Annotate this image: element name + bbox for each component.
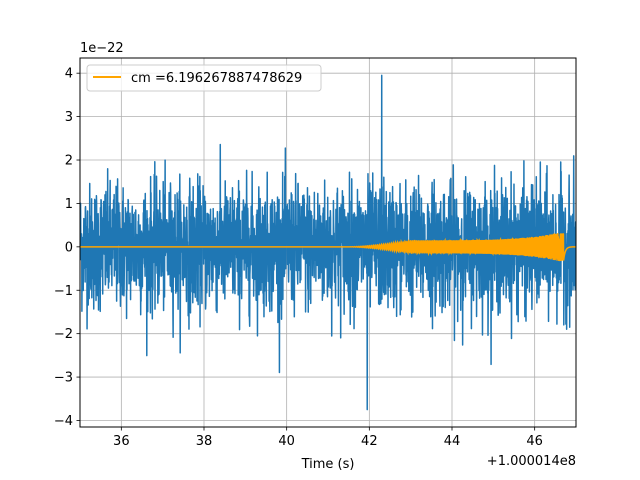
series-chirp-line: [80, 233, 576, 262]
axis-ticks: 36 38 40 42 44 46 −4 −3 −2 −1 0 1 2 3 4: [54, 67, 543, 449]
y-tick-label: 1: [65, 197, 73, 212]
x-tick-label: 44: [444, 434, 461, 449]
x-tick-label: 40: [278, 434, 295, 449]
y-tick-label: 0: [65, 240, 73, 255]
x-axis-label: Time (s): [301, 457, 355, 472]
x-tick-label: 36: [113, 434, 130, 449]
legend-box: [86, 64, 322, 92]
y-tick-label: 3: [65, 110, 73, 125]
plot-frame: [79, 57, 577, 428]
legend: cm =6.196267887478629: [86, 64, 322, 92]
y-tick-label: −3: [54, 371, 73, 386]
y-tick-label: −1: [54, 284, 73, 299]
x-tick-label: 38: [196, 434, 213, 449]
legend-label: cm =6.196267887478629: [131, 71, 302, 86]
x-offset-label: +1.000014e8: [487, 454, 576, 469]
y-scale-label: 1e−22: [80, 41, 124, 56]
series-layer: [80, 74, 576, 411]
x-tick-label: 42: [361, 434, 378, 449]
y-tick-label: 2: [65, 154, 73, 169]
y-tick-label: 4: [65, 67, 73, 82]
x-tick-label: 46: [526, 434, 543, 449]
y-tick-label: −4: [54, 414, 73, 429]
y-tick-label: −2: [54, 327, 73, 342]
